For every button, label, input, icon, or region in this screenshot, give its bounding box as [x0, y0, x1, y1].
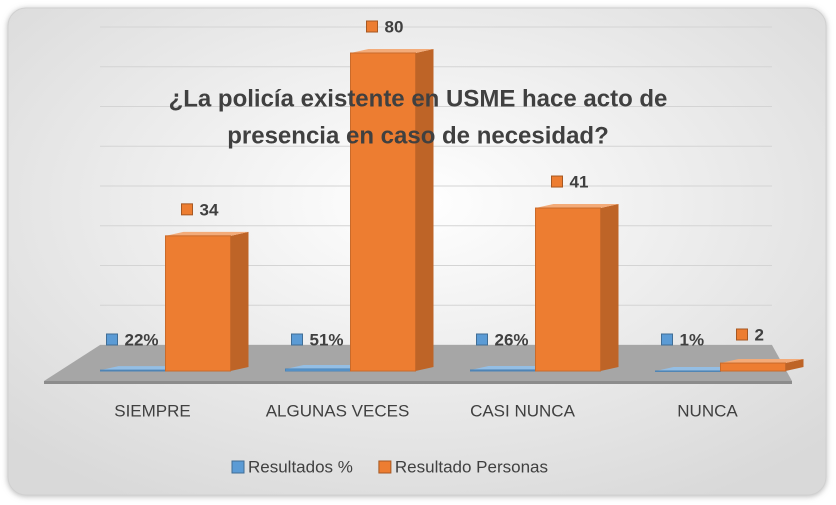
bar-top: [720, 359, 804, 364]
legend-label: Resultados %: [248, 457, 353, 476]
data-label: 34: [200, 200, 219, 219]
bar-front: [655, 370, 721, 372]
bar-front: [470, 369, 536, 372]
label-marker: [476, 333, 488, 346]
bar: [720, 359, 804, 372]
data-label: 41: [570, 173, 589, 192]
label-marker: [736, 328, 748, 341]
label-marker: [181, 203, 193, 216]
floor-edge: [44, 381, 792, 384]
bar-top: [350, 49, 434, 53]
bar-side: [600, 204, 619, 371]
legend-label: Resultado Personas: [395, 457, 548, 476]
data-label: 2: [755, 325, 764, 344]
data-label: 22%: [125, 330, 159, 349]
label-marker: [291, 333, 303, 346]
bar-top: [655, 366, 739, 371]
x-tick-label: CASI NUNCA: [470, 401, 576, 420]
label-marker: [106, 333, 118, 346]
bar-front: [535, 207, 601, 372]
bar-top: [470, 365, 554, 370]
bar-front: [285, 368, 351, 372]
bar-front: [720, 362, 786, 372]
bar-front: [100, 369, 166, 372]
bar-side: [415, 49, 434, 371]
bar: [535, 204, 619, 372]
x-tick-label: ALGUNAS VECES: [266, 401, 410, 420]
bar-top: [165, 231, 249, 236]
legend-marker: [378, 460, 392, 474]
bar-front: [350, 52, 416, 372]
data-label: 26%: [495, 330, 529, 349]
bar-top: [535, 204, 619, 209]
data-label: 80: [385, 17, 404, 36]
bar-side: [785, 359, 804, 371]
x-tick-label: NUNCA: [677, 401, 738, 420]
chart-title: ¿La policía existente en USME hace acto …: [169, 85, 668, 112]
legend-marker: [231, 460, 245, 474]
label-marker: [366, 20, 378, 33]
label-marker: [551, 175, 563, 188]
bar: [350, 49, 434, 372]
x-tick-label: SIEMPRE: [114, 401, 191, 420]
chart-title: presencia en caso de necesidad?: [227, 122, 609, 149]
label-marker: [661, 333, 673, 346]
bar: [165, 231, 249, 372]
bar-top: [100, 366, 184, 371]
bar-front: [165, 235, 231, 372]
data-label: 1%: [680, 330, 705, 349]
bar-top: [285, 364, 369, 369]
data-label: 51%: [310, 330, 344, 349]
bar-side: [230, 231, 249, 371]
